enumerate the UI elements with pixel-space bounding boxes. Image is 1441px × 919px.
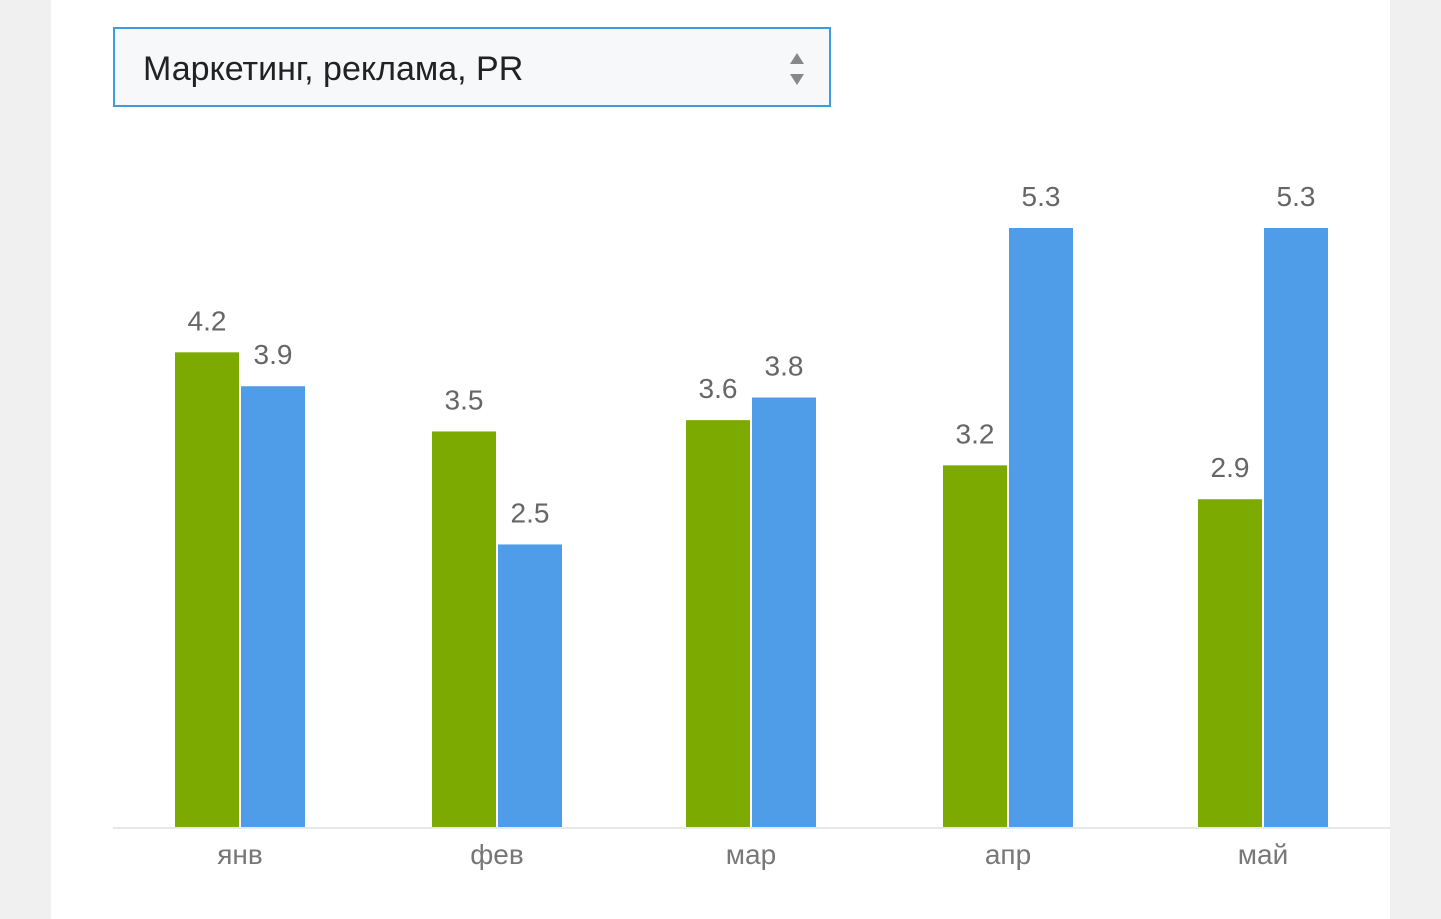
x-tick-label-май: май <box>1238 839 1288 870</box>
bar-май-series-2 <box>1264 228 1328 827</box>
x-tick-label-янв: янв <box>217 839 263 870</box>
bar-фев-series-2 <box>498 544 562 827</box>
data-label-мар-series-1: 3.6 <box>699 373 738 404</box>
bars-group <box>175 228 1328 827</box>
category-select-value: Маркетинг, реклама, PR <box>143 50 524 88</box>
data-labels-group: 4.2 3.9 3.5 2.5 3.6 3.8 3.2 5.3 2.9 5.3 <box>188 181 1316 528</box>
bar-янв-series-2 <box>241 386 305 827</box>
data-label-фев-series-2: 2.5 <box>511 497 550 528</box>
data-label-май-series-1: 2.9 <box>1211 452 1250 483</box>
data-label-фев-series-1: 3.5 <box>445 384 484 415</box>
data-label-апр-series-1: 3.2 <box>956 418 995 449</box>
category-select[interactable]: Маркетинг, реклама, PR <box>113 27 831 107</box>
category-labels-group: янв фев мар апр май <box>217 839 1288 870</box>
data-label-янв-series-2: 3.9 <box>254 339 293 370</box>
up-down-sort-icon <box>790 53 804 85</box>
bar-мар-series-2 <box>752 397 816 827</box>
data-label-апр-series-2: 5.3 <box>1022 181 1061 212</box>
x-tick-label-фев: фев <box>470 839 523 870</box>
bar-янв-series-1 <box>175 352 239 827</box>
data-label-янв-series-1: 4.2 <box>188 305 227 336</box>
bar-фев-series-1 <box>432 431 496 827</box>
bar-май-series-1 <box>1198 499 1262 827</box>
x-tick-label-апр: апр <box>985 839 1031 870</box>
data-label-май-series-2: 5.3 <box>1277 181 1316 212</box>
bar-апр-series-1 <box>943 465 1007 827</box>
x-tick-label-мар: мар <box>726 839 776 870</box>
bar-апр-series-2 <box>1009 228 1073 827</box>
bar-мар-series-1 <box>686 420 750 827</box>
data-label-мар-series-2: 3.8 <box>765 351 804 382</box>
